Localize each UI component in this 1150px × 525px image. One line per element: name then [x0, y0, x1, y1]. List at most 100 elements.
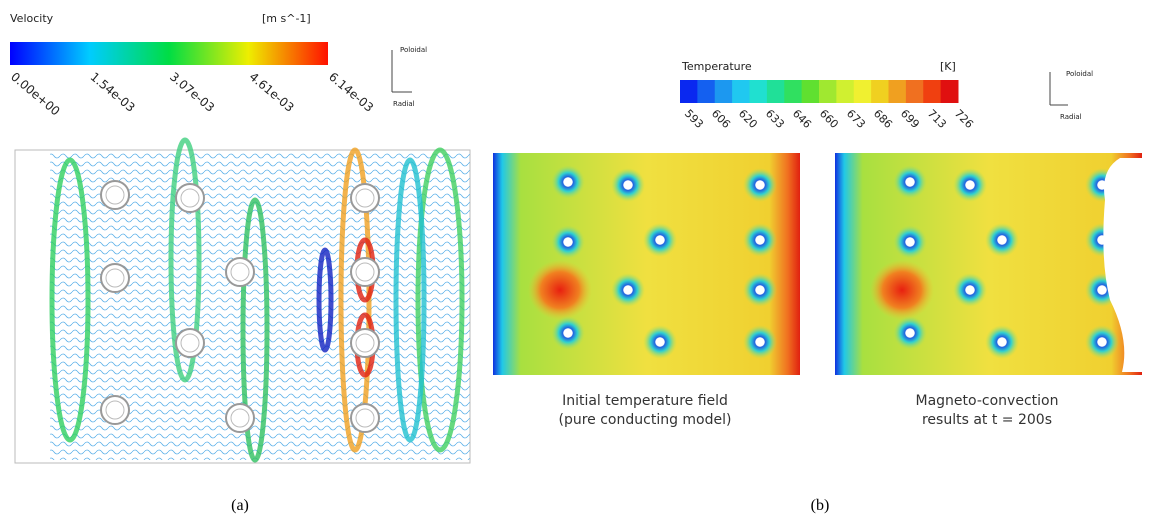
cooling-channel	[893, 225, 927, 259]
rod	[350, 328, 380, 358]
tick-label: 673	[844, 107, 868, 131]
rod-inner	[355, 262, 375, 282]
tick-label: 660	[817, 107, 841, 131]
cooling-channel	[1085, 325, 1119, 359]
rod-inner	[355, 333, 375, 353]
cooling-channel	[611, 168, 645, 202]
colorbar-title: Temperature	[681, 60, 752, 73]
cooling-channel	[985, 325, 1019, 359]
rod	[100, 395, 130, 425]
cooling-channel	[643, 325, 677, 359]
colorbar-step	[871, 80, 889, 103]
cooling-channel	[953, 168, 987, 202]
rod	[100, 180, 130, 210]
tick-label: 3.07e-03	[167, 70, 217, 115]
rod-inner	[355, 408, 375, 428]
rod-inner	[180, 188, 200, 208]
axis-up: Poloidal	[400, 46, 427, 54]
tick-label: 699	[898, 107, 922, 131]
cooling-channel	[551, 316, 585, 350]
colorbar-step	[905, 80, 924, 103]
axes-indicator: Poloidal Radial	[391, 46, 427, 108]
cooling-channel	[985, 223, 1019, 257]
hot-spot	[870, 260, 934, 320]
colorbar-step	[836, 80, 855, 103]
cooling-channel	[743, 223, 777, 257]
colorbar-step	[766, 80, 785, 103]
rod-inner	[230, 262, 250, 282]
rod	[225, 403, 255, 433]
panel-label: (b)	[811, 497, 830, 514]
rod	[225, 257, 255, 287]
tick-label: 6.14e-03	[326, 70, 376, 115]
rod	[350, 183, 380, 213]
cooling-channel	[743, 168, 777, 202]
colorbar-unit: [m s^-1]	[262, 12, 311, 25]
tick-label: 4.61e-03	[247, 70, 297, 115]
axis-right: Radial	[1060, 113, 1082, 121]
axis-right: Radial	[393, 100, 415, 108]
cooling-channel	[893, 316, 927, 350]
cooling-channel	[643, 223, 677, 257]
tick-label: 686	[871, 107, 895, 131]
panel-label: (a)	[231, 497, 249, 514]
caption: Initial temperature field	[562, 393, 728, 409]
rod	[350, 257, 380, 287]
tick-label: 1.54e-03	[88, 70, 138, 115]
tick-label: 726	[952, 107, 976, 131]
colorbar-step	[819, 80, 837, 103]
cooling-channel	[551, 225, 585, 259]
colorbar-step	[923, 80, 942, 103]
rod-inner	[105, 185, 125, 205]
rod	[350, 403, 380, 433]
cooling-channel	[743, 325, 777, 359]
tick-label: 593	[682, 107, 706, 131]
colorbar-title: Velocity	[10, 12, 54, 25]
rod	[175, 183, 205, 213]
colorbar-step	[888, 80, 907, 103]
axis-up: Poloidal	[1066, 70, 1093, 78]
flow-band	[316, 247, 334, 353]
cooling-channel	[551, 165, 585, 199]
cooling-channel	[743, 273, 777, 307]
tick-label: 0.00e+00	[8, 70, 63, 119]
rod-inner	[230, 408, 250, 428]
flow-band	[240, 197, 270, 463]
colorbar-step	[784, 80, 803, 103]
tick-label: 633	[763, 107, 787, 131]
flow-band	[415, 147, 465, 453]
rod-inner	[355, 188, 375, 208]
colorbar	[10, 42, 328, 65]
caption: Magneto-convection	[916, 393, 1059, 409]
colorbar	[680, 80, 959, 103]
caption: results at t = 200s	[922, 412, 1052, 428]
colorbar-unit: [K]	[940, 60, 956, 73]
colorbar-step	[749, 80, 768, 103]
rod-inner	[105, 268, 125, 288]
flow-band	[393, 157, 427, 443]
colorbar-step	[940, 80, 959, 103]
tick-label: 620	[736, 107, 760, 131]
colorbar-step	[801, 80, 820, 103]
tick-label: 646	[790, 107, 814, 131]
axes-indicator: Poloidal Radial	[1049, 70, 1093, 121]
colorbar-step	[732, 80, 750, 103]
rod	[175, 328, 205, 358]
rod-inner	[180, 333, 200, 353]
tick-label: 606	[709, 107, 733, 131]
flow-features	[49, 137, 465, 463]
cooling-channel	[611, 273, 645, 307]
cooling-channel	[953, 273, 987, 307]
colorbar-step	[714, 80, 733, 103]
colorbar-step	[853, 80, 872, 103]
cooling-channel	[893, 165, 927, 199]
tick-label: 713	[925, 107, 949, 131]
flow-band	[49, 157, 91, 443]
colorbar-step	[680, 80, 698, 103]
colorbar-step	[697, 80, 716, 103]
deformed-boundary	[1103, 158, 1142, 372]
flow-band	[168, 137, 202, 383]
rod-inner	[105, 400, 125, 420]
rod	[100, 263, 130, 293]
